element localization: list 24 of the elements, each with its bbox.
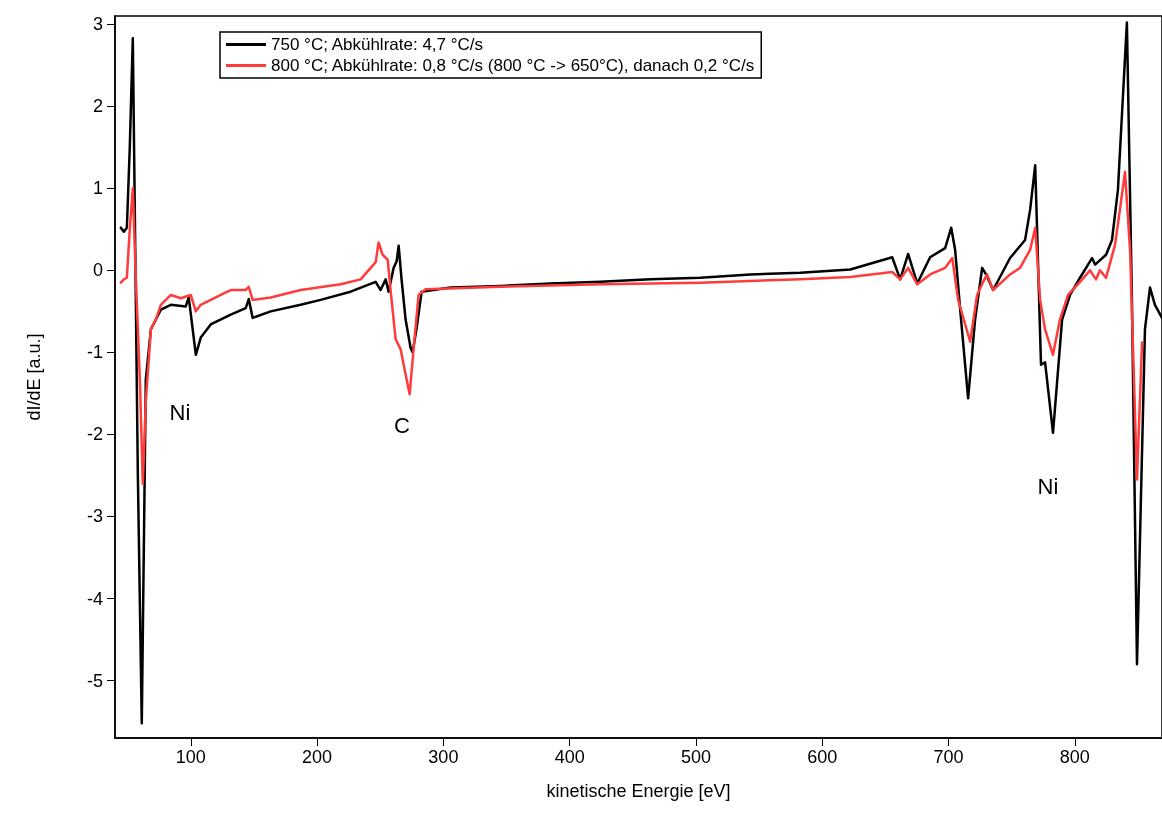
y-tick-label: -3 xyxy=(86,506,103,527)
x-tick-label: 300 xyxy=(428,747,459,767)
y-tick-label: -2 xyxy=(86,424,103,445)
annotation: Ni xyxy=(169,399,191,425)
x-tick-label: 500 xyxy=(680,747,711,767)
y-tick-label: 2 xyxy=(92,96,103,117)
x-tick-label: 100 xyxy=(175,747,206,767)
x-tick-label: 400 xyxy=(554,747,585,767)
y-tick-label: -5 xyxy=(86,670,103,691)
x-tick-label: 700 xyxy=(933,747,964,767)
x-axis-title: kinetische Energie [eV] xyxy=(546,781,731,801)
annotation: Ni xyxy=(1037,473,1059,499)
legend-label: 750 °C; Abkühlrate: 4,7 °C/s xyxy=(271,35,484,54)
y-tick-label: 0 xyxy=(92,260,103,281)
y-tick-label: 3 xyxy=(92,14,103,35)
x-tick-label: 800 xyxy=(1059,747,1090,767)
y-tick-label: 1 xyxy=(92,178,103,199)
y-tick-label: -4 xyxy=(86,588,103,609)
annotation: C xyxy=(394,412,411,438)
x-tick-label: 200 xyxy=(302,747,333,767)
y-axis-title: dI/dE [a.u.] xyxy=(24,333,44,421)
y-tick-label: -1 xyxy=(86,342,103,363)
x-tick-label: 600 xyxy=(807,747,838,767)
legend-label: 800 °C; Abkühlrate: 0,8 °C/s (800 °C -> 650°C), danach 0,2 °C/s xyxy=(271,56,755,75)
